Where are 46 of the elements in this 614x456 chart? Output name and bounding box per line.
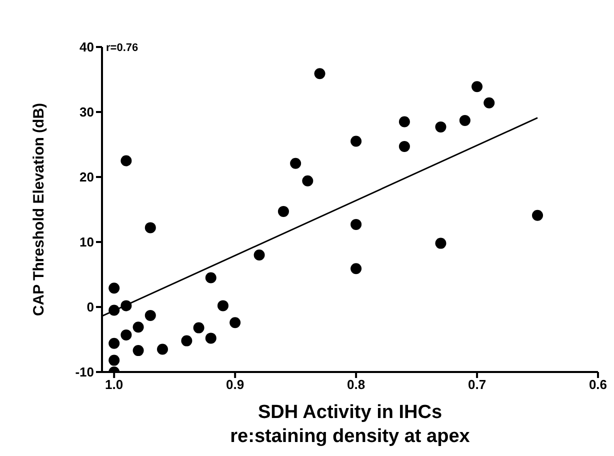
x-axis-title: SDH Activity in IHCs re:staining density at apex <box>230 402 470 447</box>
y-tick-label: -10 <box>75 364 94 380</box>
y-axis-title: CAP Threshold Elevation (dB) <box>30 102 48 316</box>
point <box>435 121 446 132</box>
annotation: r=0.76 <box>106 42 138 54</box>
point <box>278 206 289 217</box>
point <box>108 282 120 294</box>
x-tick-label: 1.0 <box>105 377 124 392</box>
point <box>156 344 168 355</box>
point <box>350 136 362 147</box>
point <box>314 68 326 80</box>
point <box>132 345 144 356</box>
point <box>205 272 216 284</box>
point <box>230 317 241 328</box>
point <box>120 329 132 340</box>
y-tick-label: 0 <box>86 300 94 315</box>
x-tick-label: 0.6 <box>588 377 608 392</box>
point <box>459 114 470 126</box>
x-tick-label: 0.9 <box>226 377 244 392</box>
point <box>132 322 144 333</box>
point <box>398 140 410 152</box>
point <box>398 116 410 128</box>
y-tick-label: 10 <box>80 234 94 250</box>
point <box>472 81 483 92</box>
point <box>435 238 446 249</box>
point <box>532 210 544 221</box>
point <box>108 338 120 349</box>
point <box>350 263 362 274</box>
point <box>290 158 302 169</box>
point <box>350 218 362 230</box>
point <box>181 335 192 346</box>
y-tick-label: 40 <box>80 40 94 55</box>
y-tick-label: 30 <box>80 104 94 120</box>
x-tick-label: 0.8 <box>347 377 366 392</box>
y-tick-label: 20 <box>80 170 94 185</box>
point <box>193 322 204 334</box>
point <box>217 300 228 312</box>
point <box>120 155 132 166</box>
point <box>302 175 314 186</box>
point <box>484 97 495 108</box>
point <box>144 222 156 234</box>
point <box>205 332 216 344</box>
point <box>108 354 120 366</box>
point <box>144 310 156 321</box>
x-tick-label: 0.7 <box>468 377 486 392</box>
point <box>254 250 265 260</box>
